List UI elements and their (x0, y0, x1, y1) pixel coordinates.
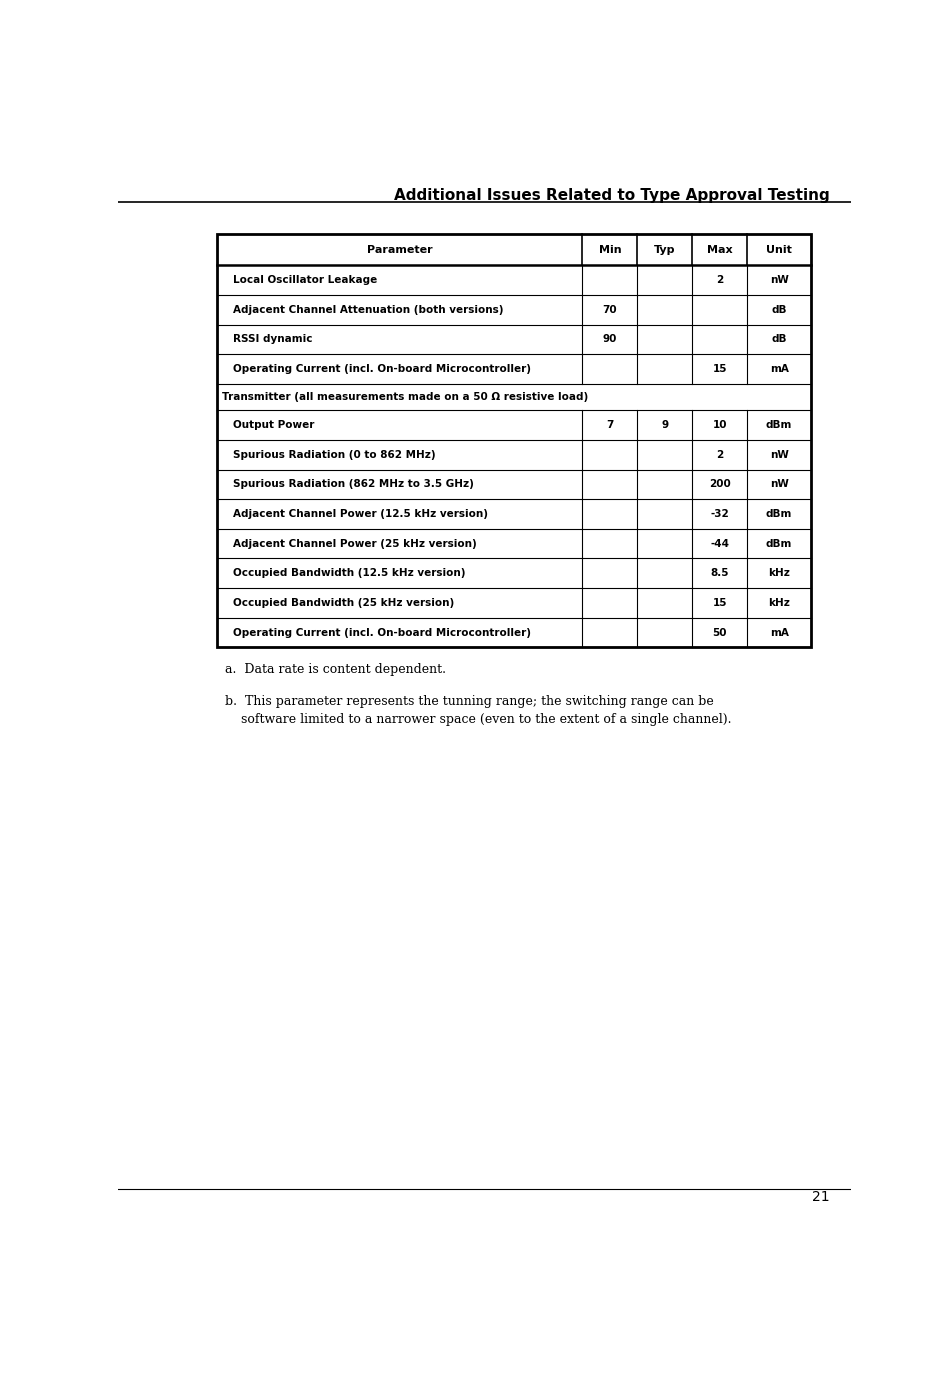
Text: 15: 15 (712, 364, 727, 374)
Text: Adjacent Channel Attenuation (both versions): Adjacent Channel Attenuation (both versi… (234, 305, 504, 315)
Text: Parameter: Parameter (367, 245, 432, 254)
Text: 9: 9 (661, 420, 669, 430)
Text: Spurious Radiation (0 to 862 MHz): Spurious Radiation (0 to 862 MHz) (234, 449, 436, 460)
Text: nW: nW (770, 449, 789, 460)
Text: dB: dB (771, 334, 787, 345)
Text: 2: 2 (716, 275, 724, 286)
Text: nW: nW (770, 275, 789, 286)
Text: Occupied Bandwidth (12.5 kHz version): Occupied Bandwidth (12.5 kHz version) (234, 569, 465, 578)
Text: a.  Data rate is content dependent.: a. Data rate is content dependent. (224, 664, 446, 676)
Text: b.  This parameter represents the tunning range; the switching range can be
    : b. This parameter represents the tunning… (224, 695, 731, 725)
Text: 21: 21 (812, 1190, 830, 1204)
Text: 200: 200 (709, 480, 730, 489)
Text: Typ: Typ (654, 245, 675, 254)
Text: nW: nW (770, 480, 789, 489)
Text: Adjacent Channel Power (25 kHz version): Adjacent Channel Power (25 kHz version) (234, 539, 477, 548)
Text: Transmitter (all measurements made on a 50 Ω resistive load): Transmitter (all measurements made on a … (221, 392, 587, 403)
Text: kHz: kHz (768, 598, 790, 607)
Text: mA: mA (770, 628, 789, 638)
Text: dBm: dBm (766, 508, 793, 519)
Text: kHz: kHz (768, 569, 790, 578)
Text: RSSI dynamic: RSSI dynamic (234, 334, 313, 345)
Text: 2: 2 (716, 449, 724, 460)
Text: 8.5: 8.5 (710, 569, 729, 578)
Text: Max: Max (707, 245, 732, 254)
Text: Output Power: Output Power (234, 420, 315, 430)
Bar (218, 234, 811, 647)
Text: dBm: dBm (766, 539, 793, 548)
Text: -32: -32 (710, 508, 729, 519)
Text: Min: Min (599, 245, 622, 254)
Text: 90: 90 (603, 334, 617, 345)
Text: Additional Issues Related to Type Approval Testing: Additional Issues Related to Type Approv… (394, 188, 830, 203)
Text: Occupied Bandwidth (25 kHz version): Occupied Bandwidth (25 kHz version) (234, 598, 455, 607)
Text: Adjacent Channel Power (12.5 kHz version): Adjacent Channel Power (12.5 kHz version… (234, 508, 488, 519)
Text: 50: 50 (712, 628, 727, 638)
Text: dBm: dBm (766, 420, 793, 430)
Text: Operating Current (incl. On-board Microcontroller): Operating Current (incl. On-board Microc… (234, 364, 532, 374)
Text: 15: 15 (712, 598, 727, 607)
Text: Local Oscillator Leakage: Local Oscillator Leakage (234, 275, 377, 286)
Text: Operating Current (incl. On-board Microcontroller): Operating Current (incl. On-board Microc… (234, 628, 532, 638)
Text: dB: dB (771, 305, 787, 315)
Text: Spurious Radiation (862 MHz to 3.5 GHz): Spurious Radiation (862 MHz to 3.5 GHz) (234, 480, 474, 489)
Text: -44: -44 (710, 539, 729, 548)
Text: 7: 7 (606, 420, 614, 430)
Text: 70: 70 (603, 305, 617, 315)
Text: Unit: Unit (766, 245, 792, 254)
Text: mA: mA (770, 364, 789, 374)
Text: 10: 10 (712, 420, 727, 430)
